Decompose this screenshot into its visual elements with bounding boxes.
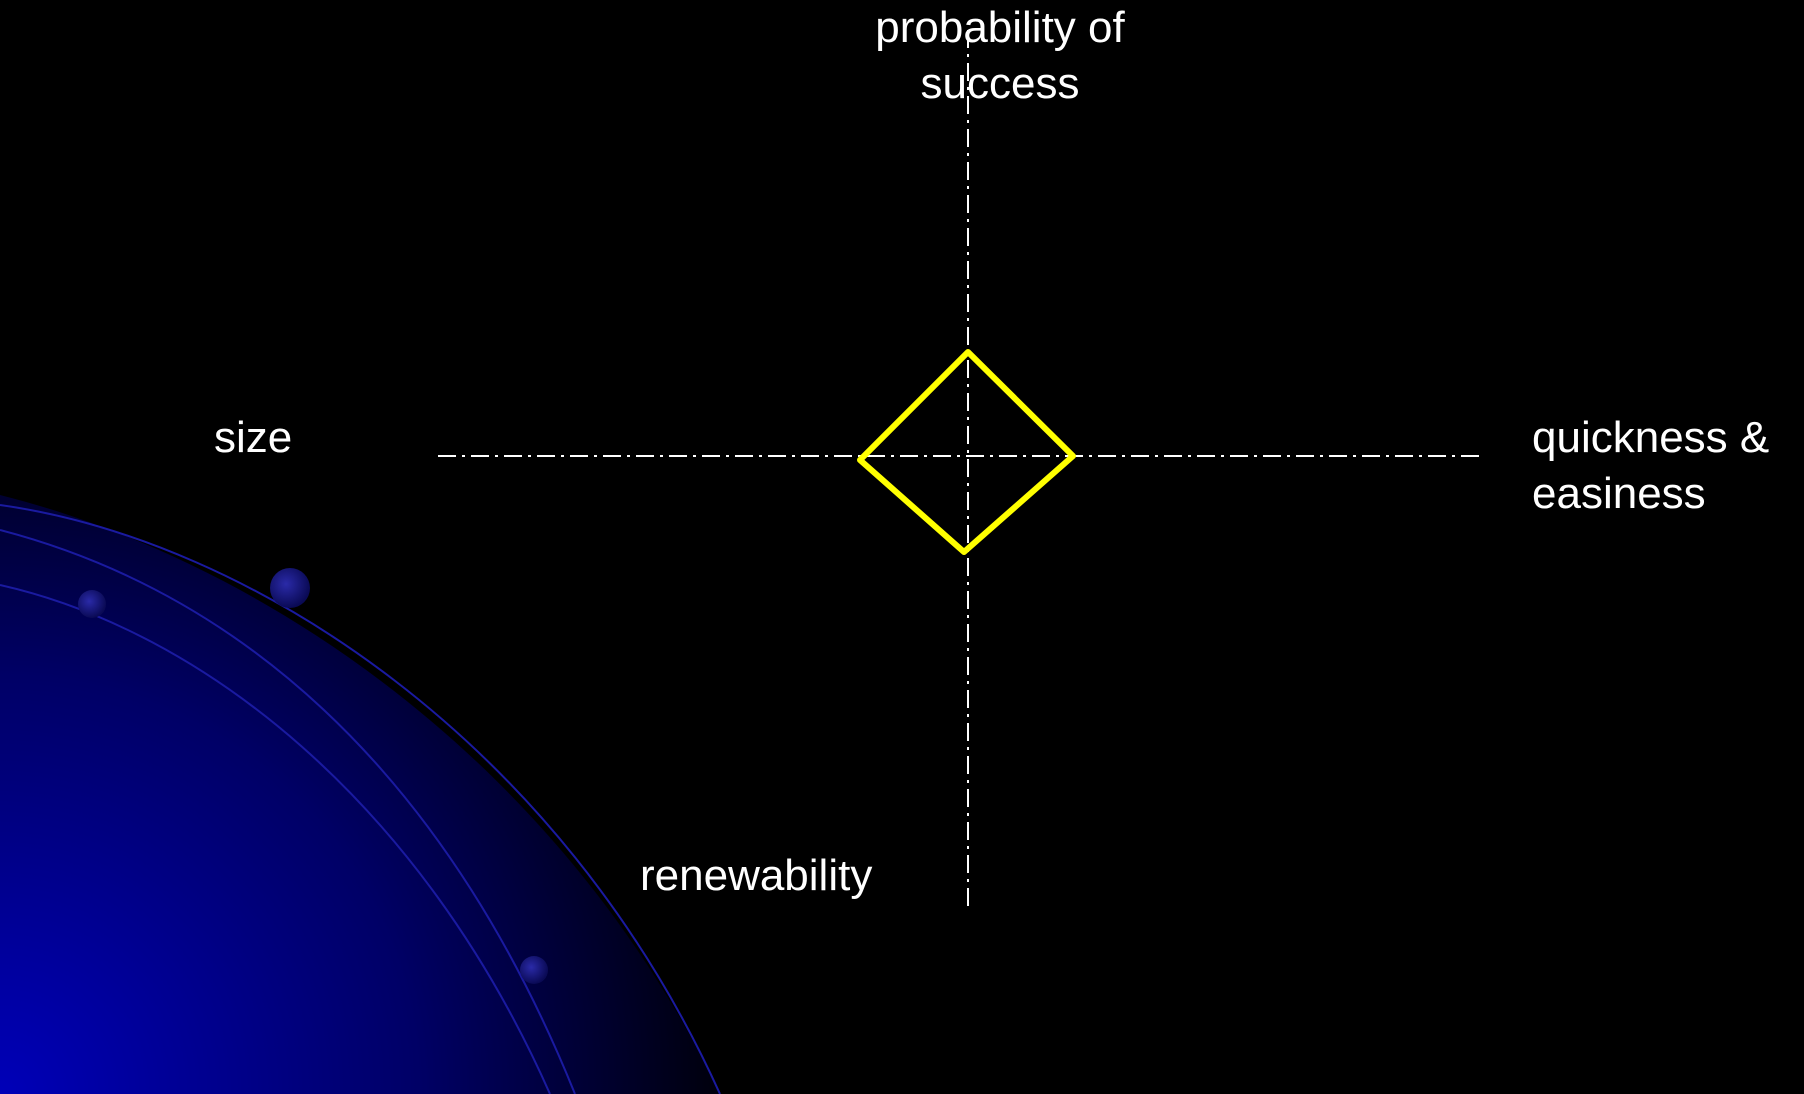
- orbit-arc-middle: [0, 529, 576, 1094]
- label-top-line-1: probability of: [875, 3, 1125, 52]
- label-probability-of-success: probability of success: [828, 0, 1172, 112]
- label-renewability: renewability: [640, 851, 873, 900]
- yellow-diamond: [857, 349, 1076, 555]
- label-right-line-1: quickness &: [1532, 413, 1770, 462]
- label-size: size: [214, 413, 293, 462]
- label-right-line-2: easiness: [1532, 469, 1706, 518]
- label-top-line-2: success: [920, 59, 1080, 108]
- orbit-dot-small-left: [78, 590, 106, 618]
- orbit-dot-small-bottom: [520, 956, 548, 984]
- label-quickness-easiness: quickness & easiness: [1532, 410, 1769, 522]
- globe-background: [0, 495, 720, 1094]
- orbit-arc-outer: [0, 504, 721, 1094]
- orbit-dot-large: [270, 568, 310, 608]
